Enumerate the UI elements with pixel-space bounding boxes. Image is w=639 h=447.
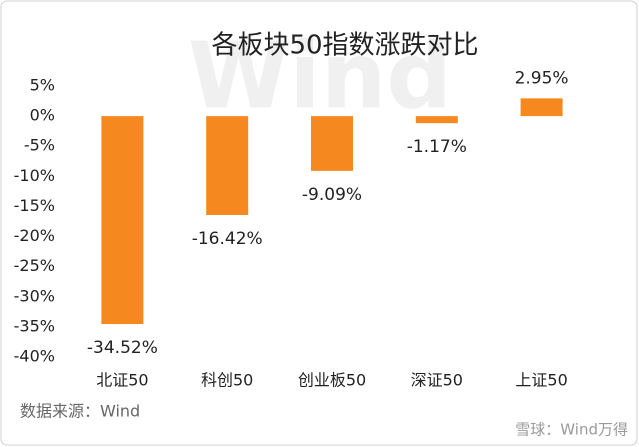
y-tick-label: -10%: [14, 166, 55, 185]
data-label: -34.52%: [87, 338, 158, 358]
source: 数据来源：Wind: [20, 402, 140, 421]
data-label: -1.17%: [407, 137, 467, 157]
credit: 雪球：Wind万得: [515, 421, 628, 439]
bar: [206, 116, 249, 215]
bar: [415, 116, 458, 124]
x-tick-label: 北证50: [96, 371, 148, 390]
y-tick-label: -35%: [14, 316, 55, 335]
y-tick-label: -30%: [14, 286, 55, 305]
y-tick-label: 5%: [30, 76, 55, 95]
bar: [101, 116, 144, 324]
y-tick-label: -25%: [14, 256, 55, 275]
x-tick-label: 上证50: [515, 371, 567, 390]
y-tick-label: -5%: [24, 136, 55, 155]
x-tick-label: 科创50: [201, 371, 253, 390]
y-tick-label: -40%: [14, 347, 55, 366]
data-label: -9.09%: [302, 185, 362, 205]
x-tick-label: 深证50: [411, 371, 463, 390]
data-label: -16.42%: [192, 229, 263, 249]
watermark: Wind: [188, 22, 452, 129]
y-tick-label: -15%: [14, 196, 55, 215]
bar: [520, 98, 563, 117]
data-label: 2.95%: [515, 68, 569, 88]
bar: [311, 116, 353, 171]
y-tick-label: -20%: [14, 226, 55, 245]
y-tick-label: 0%: [30, 106, 55, 125]
chart-title: 各板块50指数涨跌对比: [211, 31, 478, 61]
x-tick-label: 创业板50: [298, 371, 366, 390]
